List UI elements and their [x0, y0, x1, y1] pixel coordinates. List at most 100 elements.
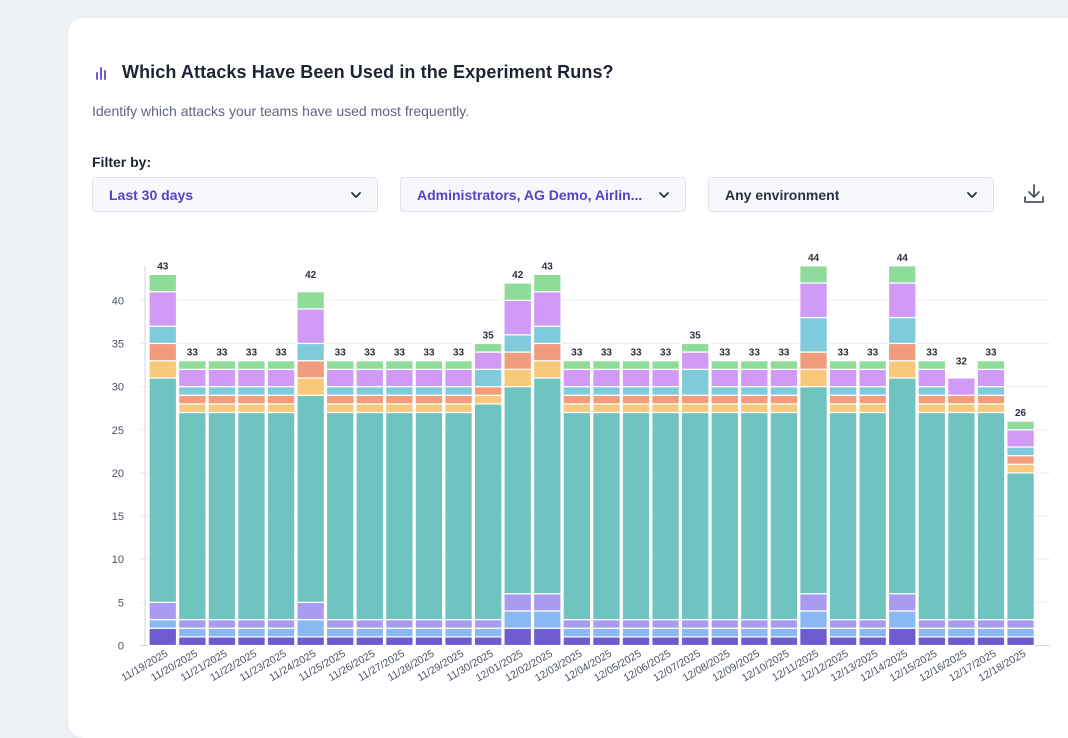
bar-segment	[414, 411, 444, 621]
bar-segment	[1006, 455, 1035, 465]
bar-segment	[917, 403, 947, 414]
bar-segment	[207, 360, 237, 370]
bar-segment	[828, 368, 858, 388]
bar-segment	[562, 360, 592, 370]
bar-segment	[266, 403, 296, 414]
bar-segment	[651, 368, 680, 388]
page-subtitle: Identify which attacks your teams have u…	[92, 103, 470, 119]
bar-segment	[739, 360, 769, 370]
bar-segment	[503, 299, 533, 336]
bar-segment	[355, 636, 385, 647]
filter-label: Filter by:	[92, 154, 152, 170]
y-tick-label: 10	[112, 554, 124, 566]
bar-segment	[325, 386, 355, 396]
bar-segment	[947, 627, 976, 638]
bar-segment	[532, 273, 562, 293]
bar-segment	[444, 368, 473, 388]
bar-total-label: 33	[335, 348, 347, 359]
bar-segment	[592, 386, 621, 396]
bar-segment	[799, 610, 828, 629]
bar-segment	[887, 265, 917, 284]
bar-segment	[237, 360, 266, 370]
bar-segment	[621, 403, 651, 414]
bar-total-label: 33	[423, 348, 435, 359]
bar-segment	[917, 636, 947, 647]
bar-segment	[444, 360, 473, 370]
stacked-bar-chart: 05101520253035404311/19/20253311/20/2025…	[112, 253, 1050, 684]
bar-total-label: 35	[690, 330, 702, 341]
bar-segment	[444, 636, 473, 647]
bar-segment	[266, 636, 296, 647]
bar-segment	[917, 360, 947, 370]
bar-segment	[976, 619, 1006, 629]
bar-segment	[355, 411, 385, 621]
bar-segment	[976, 636, 1006, 647]
bar-segment	[739, 411, 769, 621]
bar-total-label: 33	[867, 348, 879, 359]
bar-segment	[177, 368, 207, 388]
bar-segment	[473, 394, 503, 405]
bar-segment	[858, 403, 888, 414]
download-icon[interactable]	[1022, 182, 1046, 206]
bar-segment	[799, 282, 828, 319]
bar-segment	[355, 627, 385, 638]
bar-segment	[887, 342, 917, 362]
bar-segment	[207, 411, 237, 621]
bar-segment	[325, 619, 355, 629]
bar-segment	[266, 411, 296, 621]
bar-total-label: 35	[483, 330, 495, 341]
bar-segment	[739, 386, 769, 396]
date-range-dropdown[interactable]: Last 30 days	[92, 177, 378, 212]
bar-total-label: 33	[216, 348, 228, 359]
bar-segment	[325, 368, 355, 388]
bar-segment	[325, 360, 355, 370]
bar-segment	[828, 386, 858, 396]
bar-segment	[503, 334, 533, 353]
bar-segment	[325, 627, 355, 638]
bar-segment	[177, 411, 207, 621]
bar-segment	[947, 394, 976, 405]
bar-segment	[799, 351, 828, 370]
bar-total-label: 43	[542, 261, 554, 272]
bar-segment	[414, 636, 444, 647]
bar-segment	[532, 593, 562, 612]
bar-segment	[828, 403, 858, 414]
bar-segment	[651, 386, 680, 396]
bar-segment	[799, 265, 828, 284]
bar-segment	[769, 360, 799, 370]
bar-segment	[355, 386, 385, 396]
bar-segment	[385, 360, 414, 370]
bar-segment	[385, 619, 414, 629]
bar-segment	[532, 360, 562, 379]
bar-segment	[473, 342, 503, 353]
bar-segment	[710, 394, 740, 405]
bar-segment	[177, 360, 207, 370]
bar-segment	[296, 394, 325, 603]
bar-total-label: 43	[157, 261, 169, 272]
bar-segment	[710, 368, 740, 388]
bar-segment	[592, 403, 621, 414]
bar-segment	[621, 636, 651, 647]
bar-segment	[858, 386, 888, 396]
bar-segment	[503, 610, 533, 629]
bar-segment	[325, 636, 355, 647]
bar-segment	[296, 377, 325, 396]
bar-total-label: 42	[512, 270, 524, 281]
bar-segment	[769, 368, 799, 388]
bar-segment	[148, 619, 178, 629]
bar-segment	[1006, 627, 1035, 638]
teams-dropdown[interactable]: Administrators, AG Demo, Airlin...	[400, 177, 686, 212]
bar-segment	[532, 291, 562, 327]
bar-segment	[355, 619, 385, 629]
bar-segment	[177, 394, 207, 405]
environment-dropdown[interactable]: Any environment	[708, 177, 994, 212]
bar-segment	[621, 368, 651, 388]
bar-segment	[177, 636, 207, 647]
bar-segment	[414, 403, 444, 414]
bar-segment	[207, 368, 237, 388]
bar-total-label: 33	[719, 348, 731, 359]
bar-segment	[858, 368, 888, 388]
bar-segment	[828, 394, 858, 405]
bar-segment	[444, 619, 473, 629]
bar-segment	[887, 282, 917, 319]
